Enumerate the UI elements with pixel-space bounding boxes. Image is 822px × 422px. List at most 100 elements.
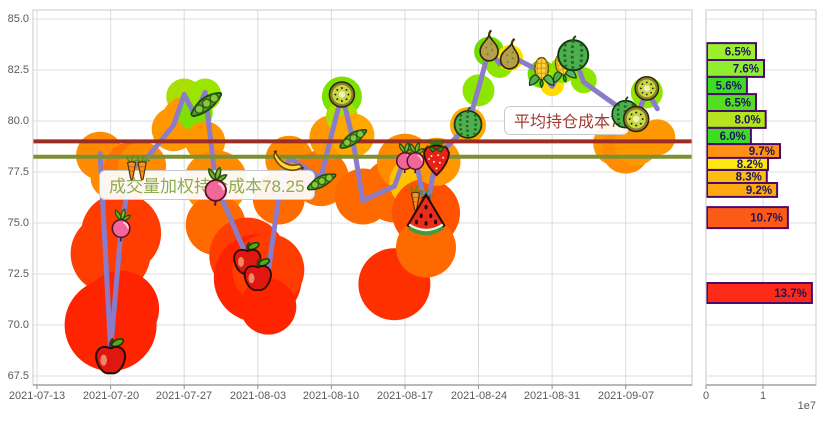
volume-bubble	[64, 279, 157, 371]
volume-profile-bar[interactable]	[706, 143, 781, 160]
volume-bubble	[325, 100, 358, 133]
volume-bubble	[485, 49, 514, 78]
volume-bubble	[392, 178, 460, 247]
volume-profile-bar[interactable]	[706, 59, 765, 78]
volume-profile-bar[interactable]	[706, 169, 768, 185]
radish-marker-icon	[406, 141, 426, 174]
kiwi-marker-icon	[328, 81, 356, 108]
x-tick-label: 2021-07-20	[82, 390, 140, 402]
bar-percent-label: 7.6%	[733, 64, 759, 76]
volume-profile-bar[interactable]	[706, 110, 767, 129]
volume-bubble	[377, 133, 433, 190]
bar-percent-label: 9.7%	[749, 146, 775, 158]
volume-bubble	[70, 213, 151, 294]
volume-profile-bar[interactable]	[706, 93, 757, 112]
peas-marker-icon	[186, 88, 227, 120]
volume-profile-bar[interactable]	[706, 156, 769, 171]
watermelon-marker-icon	[556, 34, 590, 72]
carrot-marker-icon	[410, 185, 425, 212]
right-plot-border	[705, 9, 817, 386]
bar-percent-label: 10.7%	[750, 213, 783, 225]
volume-bubble	[209, 217, 286, 294]
x-tick-label: 2021-08-17	[376, 390, 434, 402]
bar-percent-label: 13.7%	[774, 288, 807, 300]
apple-marker-icon	[243, 256, 273, 292]
volume-bubble	[549, 57, 576, 83]
volume-profile-bar[interactable]	[706, 282, 813, 304]
volume-bubble	[240, 278, 297, 335]
volume-bubble	[497, 44, 524, 71]
x-tick-label: 2021-08-03	[229, 390, 287, 402]
bar-percent-label: 6.5%	[725, 47, 751, 59]
bar-percent-label: 8.3%	[736, 172, 762, 184]
corn-marker-icon	[547, 51, 578, 86]
y-tick-label: 80.0	[7, 115, 29, 127]
y-tick-label: 67.5	[7, 370, 29, 382]
volume-bubble	[527, 60, 556, 89]
volume-bubble	[570, 67, 597, 94]
volume-bubble	[389, 156, 442, 209]
volume-bubble	[412, 137, 461, 186]
bar-percent-label: 9.2%	[746, 185, 772, 197]
volume-bubble	[639, 119, 676, 156]
watermelon-marker-icon	[453, 106, 483, 140]
x-tick-label: 2021-08-24	[450, 390, 508, 402]
x-tick-label: 2021-07-27	[155, 390, 213, 402]
y-tick-label: 85.0	[7, 13, 29, 25]
volume-profile-bar[interactable]	[706, 42, 757, 61]
volume-bubble	[334, 168, 391, 225]
pear-marker-icon	[478, 29, 500, 62]
kiwi-marker-icon	[634, 76, 660, 101]
corn-marker-icon	[528, 56, 555, 88]
volume-profile-bar[interactable]	[706, 206, 789, 230]
volume-profile-bar[interactable]	[706, 182, 779, 198]
strawberry-marker-icon	[422, 138, 451, 177]
x-tick-label: 0	[702, 390, 710, 402]
volume-bubble	[540, 72, 565, 97]
volume-bubble	[309, 115, 354, 160]
peas-marker-icon	[336, 126, 371, 151]
x-tick-label: 2021-08-10	[302, 390, 360, 402]
vwap-cost-label: 成交量加权持仓成本78.25	[99, 170, 315, 200]
y-tick-label: 72.5	[7, 268, 29, 280]
volume-bubble	[474, 36, 505, 67]
volume-bubble	[330, 113, 375, 158]
volume-profile-bar[interactable]	[706, 126, 752, 146]
volume-bubble	[358, 248, 431, 321]
apple-marker-icon	[94, 335, 127, 375]
avg-cost-label: 平均持仓成本7	[504, 106, 629, 135]
y-tick-label: 75.0	[7, 217, 29, 229]
volume-bubble	[213, 234, 302, 323]
volume-bubble	[189, 78, 222, 111]
volume-bubble	[630, 76, 663, 109]
banana-marker-icon	[272, 149, 305, 172]
apple-marker-icon	[232, 239, 262, 276]
volume-bubble	[166, 78, 203, 115]
bar-percent-label: 6.5%	[725, 98, 751, 110]
volume-bubble	[162, 97, 207, 141]
bar-percent-label: 8.2%	[737, 159, 763, 171]
volume-bubble	[450, 107, 486, 144]
vwap-cost-label-text: 成交量加权持仓成本78.25	[109, 177, 305, 196]
volume-bubble	[560, 42, 587, 69]
volume-bubble	[83, 270, 160, 347]
avg-cost-label-text: 平均持仓成本7	[514, 114, 619, 131]
volume-bubble	[362, 158, 427, 223]
x-tick-label: 2021-07-13	[8, 390, 66, 402]
volume-profile-bar[interactable]	[706, 75, 748, 96]
radish-marker-icon	[395, 141, 415, 174]
volume-scale-label: 1e7	[797, 400, 816, 412]
bar-percent-label: 5.6%	[716, 81, 742, 93]
bar-percent-label: 8.0%	[734, 115, 760, 127]
x-tick-label: 1	[759, 390, 767, 402]
pear-marker-icon	[498, 36, 523, 72]
volume-bubble	[462, 74, 495, 107]
volume-bubble	[185, 121, 226, 162]
bar-percent-label: 6.0%	[720, 131, 746, 143]
volume-bubble	[151, 107, 196, 152]
volume-bubble	[232, 233, 305, 306]
